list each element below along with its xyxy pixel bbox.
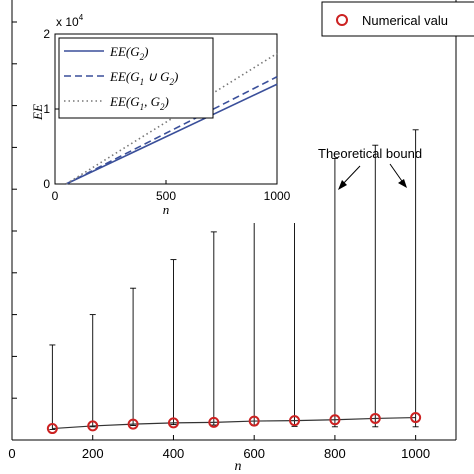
numerical-point xyxy=(410,412,422,424)
numerical-point xyxy=(46,423,58,435)
numerical-point xyxy=(127,418,139,430)
inset-legend-label: EE(G1, G2) xyxy=(109,94,169,112)
annotation-arrowhead-2 xyxy=(398,179,407,188)
main-errorbars xyxy=(49,129,419,430)
numerical-point xyxy=(167,417,179,429)
inset-lines xyxy=(65,52,278,185)
main-x-axis-label: n xyxy=(235,459,242,474)
inset-y-tick-label: 0 xyxy=(43,177,50,191)
numerical-point xyxy=(369,412,381,424)
inset-legend-label: EE(G1 ∪ G2) xyxy=(109,69,178,87)
inset-x-tick-label: 0 xyxy=(52,189,59,203)
inset-legend: EE(G2) EE(G1 ∪ G2) EE(G1, G2) xyxy=(64,44,178,112)
legend-marker xyxy=(336,14,348,26)
inset-ticks: 0 500 1000 0 1 2 xyxy=(43,27,290,203)
numerical-point xyxy=(248,415,260,427)
annotation-arrowhead-1 xyxy=(338,180,347,190)
main-x-ticks: 0 200 400 600 800 1000 xyxy=(8,435,430,461)
inset-y-tick-label: 1 xyxy=(43,102,50,116)
main-x-tick-label: 400 xyxy=(163,446,185,461)
main-x-tick-label: 800 xyxy=(324,446,346,461)
inset-legend-label: EE(G2) xyxy=(109,44,148,62)
inset-x-tick-label: 500 xyxy=(156,189,176,203)
main-x-tick-label: 1000 xyxy=(401,446,430,461)
inset-series-line xyxy=(65,83,278,185)
inset-x-axis-label: n xyxy=(163,202,170,217)
numerical-point xyxy=(208,416,220,428)
numerical-point xyxy=(87,420,99,432)
main-x-tick-label: 200 xyxy=(82,446,104,461)
inset-series-line xyxy=(65,76,278,185)
theoretical-bound-annotation: Theoretical bound xyxy=(318,146,422,190)
main-legend: Numerical valu xyxy=(321,1,474,37)
main-x-tick-label: 600 xyxy=(243,446,265,461)
legend-label: Numerical valu xyxy=(362,13,448,28)
inset-chart: 0 500 1000 0 1 2 x 104 EE n EE(G2) EE(G1 ∪ G2)… xyxy=(30,13,301,223)
numerical-point xyxy=(289,415,301,427)
numerical-line xyxy=(52,416,416,430)
inset-multiplier: x 104 xyxy=(56,13,84,29)
inset-x-tick-label: 1000 xyxy=(264,189,291,203)
inset-y-axis-label: EE xyxy=(30,104,45,121)
main-x-tick-label: 0 xyxy=(8,446,15,461)
numerical-markers xyxy=(46,412,422,435)
main-axes xyxy=(11,0,457,441)
inset-y-tick-label: 2 xyxy=(43,27,50,41)
annotation-text: Theoretical bound xyxy=(318,146,422,161)
inset-series-line xyxy=(65,52,278,185)
numerical-point xyxy=(329,414,341,426)
